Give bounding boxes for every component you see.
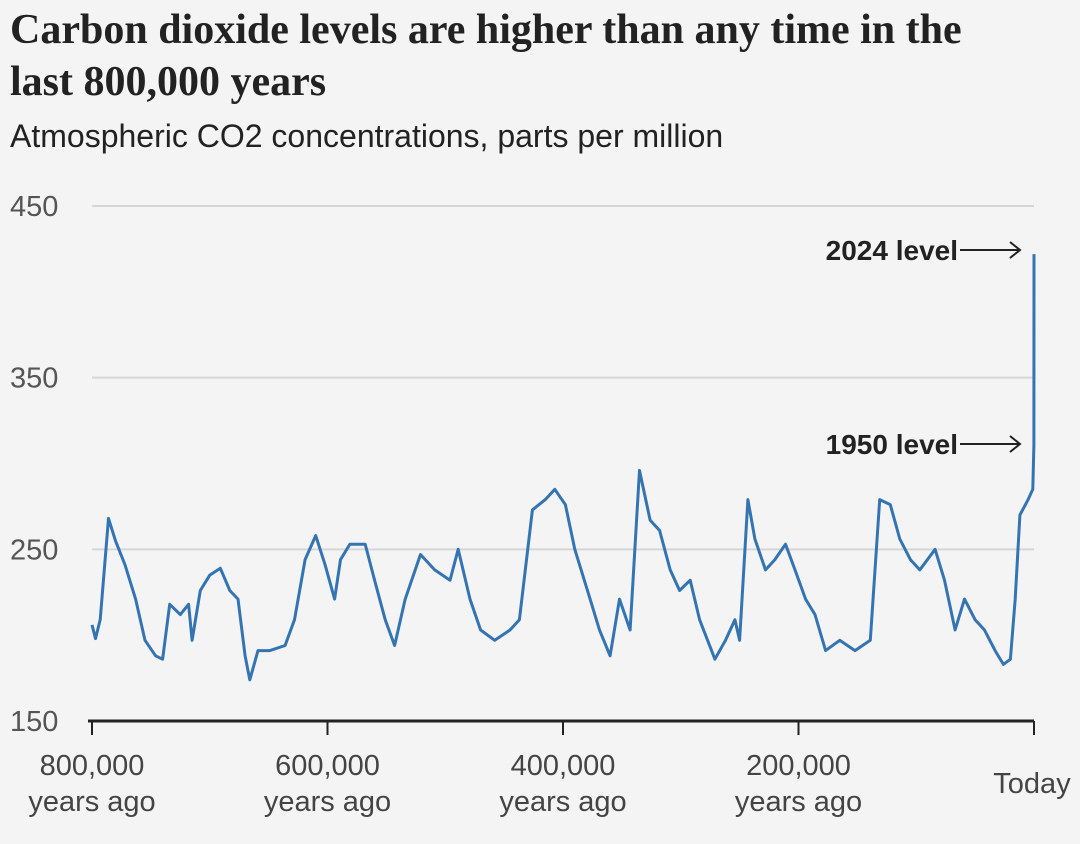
chart-title: Carbon dioxide levels are higher than an… [10,7,962,105]
annotation: 1950 level [826,429,958,460]
arrow-head [1009,241,1022,259]
x-tick-label: 400,000 years ago [499,750,627,818]
line [90,254,1036,682]
x-tick-label: 600,000 years ago [263,750,392,818]
arrows [960,241,1022,453]
y-tick-label: 450 [10,191,58,223]
y-tick-label: 250 [10,534,58,566]
x-tick-label: 800,000 years ago [28,750,156,818]
x-tick-label: Today [993,768,1071,800]
y-tick-label: 350 [10,363,58,395]
chart-subtitle: Atmospheric CO2 concentrations, parts pe… [10,118,724,154]
arrow-head [1009,435,1022,453]
y-tick-label: 150 [10,706,58,738]
x-tick-label: 200,000 years ago [734,750,863,818]
annotation: 2024 level [826,235,958,266]
